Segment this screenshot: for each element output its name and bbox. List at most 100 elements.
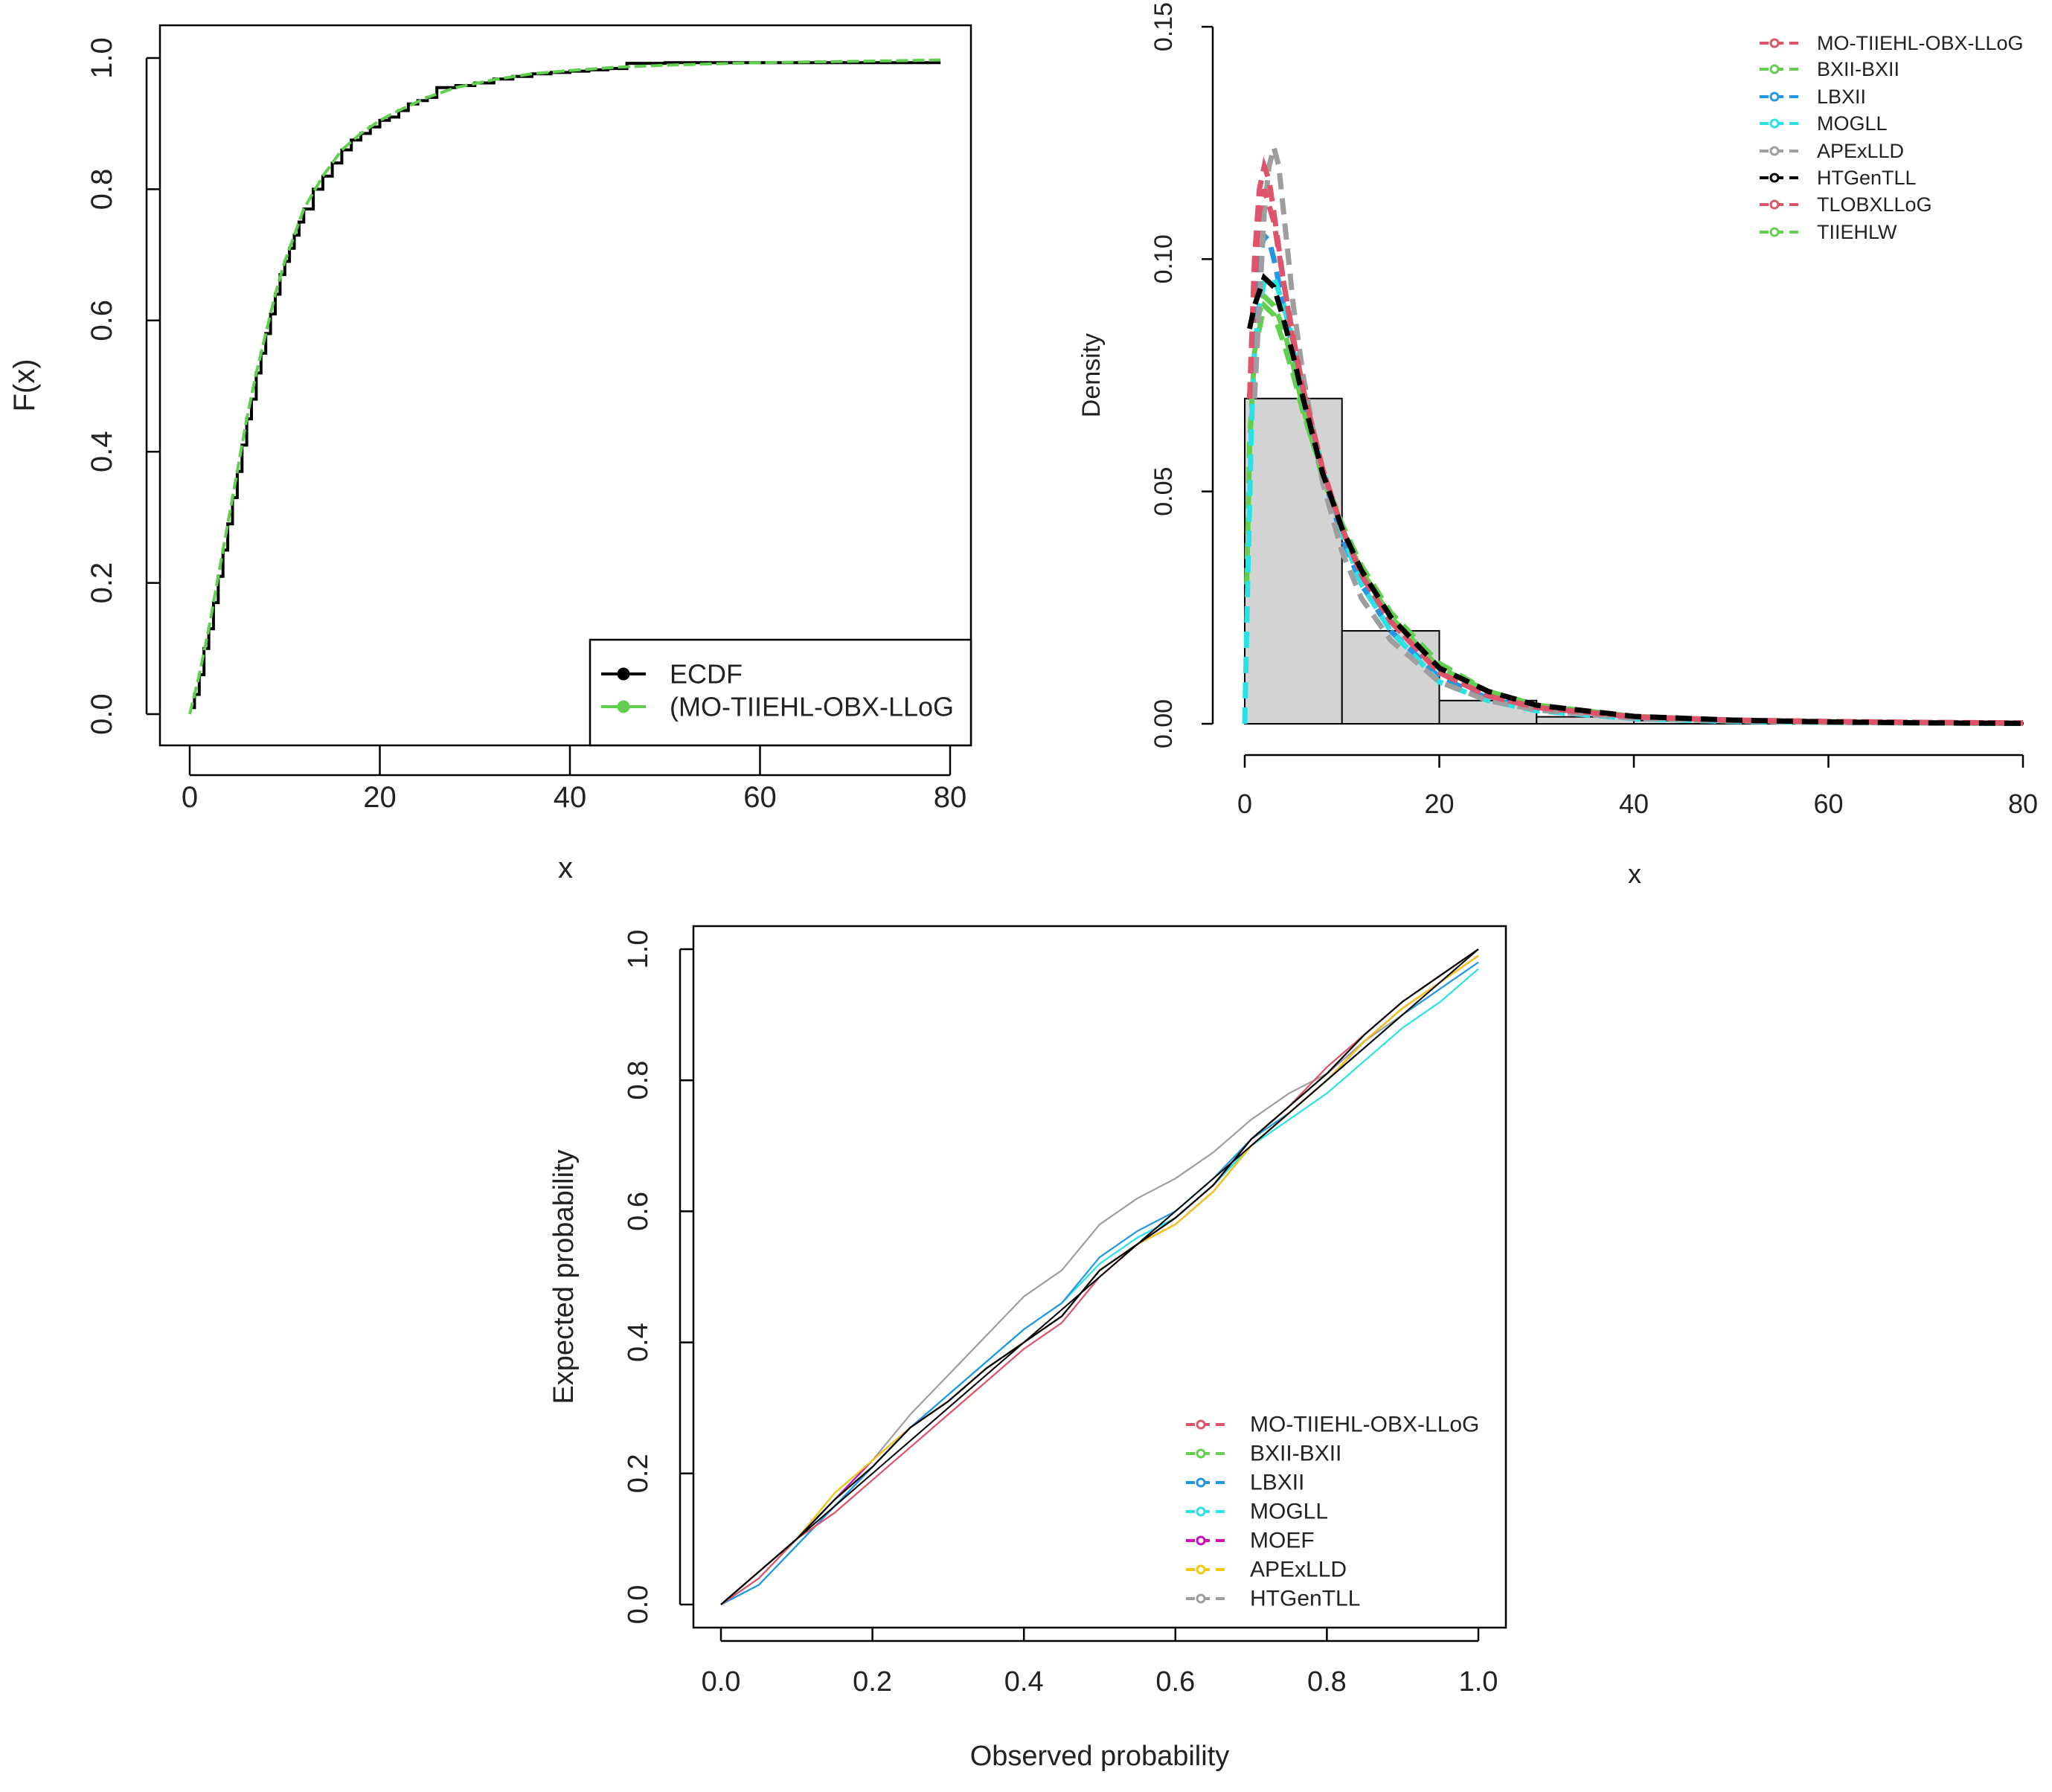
- x-tick-label: 60: [1813, 789, 1843, 819]
- legend-entry: TIIEHLW: [1760, 221, 1897, 243]
- x-tick-label: 0.8: [1307, 1666, 1347, 1698]
- x-tick-label: 40: [554, 781, 587, 814]
- x-tick-label: 0.0: [702, 1666, 741, 1698]
- x-tick-label: 80: [934, 781, 967, 814]
- y-tick-label: 0.15: [1150, 2, 1178, 51]
- legend-marker: [617, 700, 630, 713]
- legend-label: TLOBXLLoG: [1817, 193, 1932, 216]
- legend-entry: MOGLL: [1186, 1500, 1328, 1524]
- y-tick-label: 0.2: [86, 562, 118, 604]
- legend-label: BXII-BXII: [1250, 1442, 1341, 1466]
- legend-marker: [617, 667, 630, 681]
- x-axis-label: x: [558, 852, 573, 884]
- legend-marker: [1196, 1593, 1206, 1604]
- x-tick-label: 0.2: [853, 1666, 892, 1698]
- y-tick-label: 0.6: [623, 1192, 654, 1231]
- x-tick-label: 60: [743, 781, 777, 814]
- legend-label: HTGenTLL: [1817, 167, 1917, 189]
- pp-curve: [720, 968, 1479, 1605]
- legend-entry: MO-TIIEHL-OBX-LLoG: [1760, 32, 2024, 54]
- legend-label: MOGLL: [1250, 1500, 1328, 1524]
- legend-entry: LBXII: [1186, 1471, 1304, 1495]
- y-axis-label: Expected probability: [548, 1149, 580, 1404]
- pp-curve: [720, 961, 1479, 1605]
- legend-marker: [1196, 1506, 1206, 1517]
- legend-label: ECDF: [670, 659, 743, 690]
- legend-label: BXII-BXII: [1817, 58, 1899, 80]
- legend-marker: [1769, 146, 1780, 156]
- x-tick-label: 1.0: [1459, 1666, 1498, 1698]
- legend-label: MO-TIIEHL-OBX-LLoG: [1817, 32, 2024, 54]
- pp-curve: [720, 948, 1479, 1605]
- legend-entry: TLOBXLLoG: [1760, 193, 1932, 216]
- legend-entry: LBXII: [1760, 86, 1866, 108]
- legend-label: MO-TIIEHL-OBX-LLoG: [1250, 1413, 1479, 1437]
- legend-label: MOGLL: [1817, 112, 1888, 135]
- legend-label: LBXII: [1817, 86, 1866, 108]
- legend-marker: [1769, 173, 1780, 183]
- legend-label: APExLLD: [1817, 140, 1904, 162]
- y-tick-label: 0.6: [86, 300, 118, 341]
- legend-entry: MO-TIIEHL-OBX-LLoG: [1186, 1413, 1479, 1437]
- legend-entry: ECDF: [601, 659, 743, 690]
- legend-entry: BXII-BXII: [1760, 58, 1899, 80]
- legend-marker: [1769, 199, 1780, 210]
- x-tick-label: 40: [1619, 789, 1649, 819]
- x-tick-label: 0.6: [1155, 1666, 1195, 1698]
- legend-entry: APExLLD: [1186, 1558, 1347, 1582]
- fitted-cdf-line: [188, 58, 941, 715]
- x-tick-label: 0: [1237, 789, 1252, 819]
- legend-marker: [1196, 1448, 1206, 1459]
- legend-marker: [1196, 1477, 1206, 1488]
- x-tick-label: 0: [182, 781, 198, 814]
- x-tick-label: 80: [2008, 789, 2038, 819]
- y-tick-label: 0.0: [623, 1585, 654, 1625]
- plot-frame: [692, 925, 1507, 1629]
- x-axis-label: x: [1628, 858, 1641, 889]
- x-tick-label: 20: [363, 781, 397, 814]
- histogram-bar: [1244, 397, 1343, 725]
- plot-frame: [158, 24, 972, 747]
- legend-marker: [1769, 64, 1780, 74]
- legend-label: LBXII: [1250, 1471, 1304, 1495]
- ecdf-panel: 0 20 40 60 80 0.0 0.2 0.4 0.6 0.8 1.0 x F(x) ECDF(MO-…: [8, 24, 972, 884]
- legend-entry: MOGLL: [1760, 112, 1888, 135]
- legend-label: (MO-TIIEHL-OBX-LLoG: [670, 692, 954, 722]
- pp-plot-panel: 0.0 0.2 0.4 0.6 0.8 1.0 0.0 0.2 0.4 0.6 0.8 1.0 Obse…: [548, 925, 1507, 1772]
- legend-marker: [1196, 1535, 1206, 1546]
- y-tick-label: 0.00: [1150, 699, 1178, 748]
- pp-curve: [720, 961, 1479, 1605]
- density-panel: 0 20 40 60 80 0.00 0.05 0.10 0.15 x Density MO-TIIE…: [1077, 2, 2038, 889]
- legend-entry: BXII-BXII: [1186, 1442, 1341, 1466]
- y-tick-label: 1.0: [623, 930, 654, 969]
- legend-marker: [1196, 1419, 1206, 1430]
- density-curve: [1247, 156, 2024, 726]
- legend-entry: MOEF: [1186, 1529, 1315, 1553]
- y-tick-label: 0.10: [1150, 234, 1178, 283]
- y-tick-label: 0.8: [86, 169, 118, 211]
- legend-entry: HTGenTLL: [1760, 167, 1917, 189]
- legend-box: [589, 638, 972, 747]
- ecdf-step-line: [190, 61, 941, 710]
- legend-marker: [1769, 91, 1780, 102]
- legend-entry: APExLLD: [1760, 140, 1904, 162]
- y-tick-label: 0.05: [1150, 467, 1178, 516]
- y-tick-label: 0.2: [623, 1454, 654, 1493]
- legend-label: HTGenTLL: [1250, 1587, 1360, 1611]
- y-tick-label: 0.4: [623, 1323, 654, 1362]
- legend-marker: [1769, 118, 1780, 129]
- legend-label: MOEF: [1250, 1529, 1315, 1553]
- legend-marker: [1769, 227, 1780, 237]
- y-tick-label: 0.4: [86, 431, 118, 472]
- y-axis-label: Density: [1077, 333, 1106, 417]
- y-tick-label: 0.8: [623, 1061, 654, 1100]
- y-tick-label: 0.0: [86, 693, 118, 735]
- legend-label: TIIEHLW: [1817, 221, 1897, 243]
- legend-entry: (MO-TIIEHL-OBX-LLoG: [601, 692, 954, 722]
- x-tick-label: 0.4: [1004, 1666, 1044, 1698]
- y-tick-label: 1.0: [86, 37, 118, 79]
- legend-entry: HTGenTLL: [1186, 1587, 1360, 1611]
- y-axis-label: F(x): [8, 359, 41, 411]
- density-curve: [1247, 272, 2024, 726]
